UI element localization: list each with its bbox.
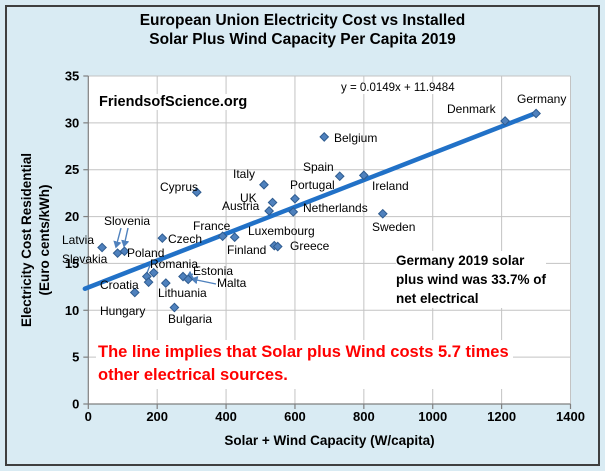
data-point-malta [183,274,194,285]
x-tick-label: 1000 [418,409,447,424]
slovenia-leader-1 [113,227,122,249]
trendline-equation: y = 0.0149x + 11.9484 [341,82,455,94]
data-point-romania [148,267,159,278]
country-label-denmark: Denmark [447,102,497,116]
trendline [82,110,539,291]
y-axis-title-line2: (Euro cents/kWh) [37,184,52,296]
malta-leader [190,276,217,285]
data-point-denmark [500,116,510,126]
country-label-ireland: Ireland [372,179,409,193]
y-tick-label: 10 [65,303,79,318]
y-tick-label: 20 [65,209,79,224]
data-point-estonia [178,271,188,282]
y-tick-label: 25 [65,162,79,177]
data-point-lithuania [160,278,171,289]
data-point-hungary [129,287,140,298]
data-point-uk [267,197,278,208]
germany-annotation-line2: plus wind was 33.7% of [396,272,547,287]
country-label-belgium: Belgium [334,131,377,145]
x-tick-label: 1200 [487,409,516,424]
watermark-text: FriendsofScience.org [99,94,248,110]
country-label-portugal: Portugal [290,178,335,192]
data-point-greece [272,241,283,252]
country-label-poland: Poland [127,246,164,260]
country-label-greece: Greece [290,239,330,253]
country-label-austria: Austria [222,199,260,213]
y-tick-label: 5 [72,350,79,365]
y-axis-title-line1: Electricity Cost Residential [19,152,34,328]
country-label-slovakia: Slovakia [62,252,108,266]
red-annotation: The line implies that Solar plus Wind co… [96,340,513,389]
data-point-italy [259,179,269,190]
red-annotation-line2: other electrical sources. [98,366,288,384]
country-label-czech: Czech [168,232,202,246]
data-point-germany [531,108,541,119]
x-tick-label: 200 [146,409,168,424]
country-label-hungary: Hungary [100,304,145,318]
country-label-italy: Italy [233,167,255,181]
y-tick-label: 0 [72,397,79,412]
data-point-belgium [319,132,330,142]
country-label-estonia: Estonia [193,264,233,278]
country-label-france: France [193,219,231,233]
data-point-slovenia [119,246,130,257]
data-point-sweden [377,208,388,219]
y-tick-label: 35 [65,69,79,84]
data-point-luxembourg [229,232,240,243]
data-point-spain [334,171,345,182]
x-tick-label: 800 [353,409,375,424]
country-label-romania: Romania [150,257,198,271]
country-label-cyprus: Cyprus [160,180,198,194]
data-point-ireland [358,170,369,181]
x-tick-label: 0 [85,409,92,424]
country-label-netherlands: Netherlands [303,201,368,215]
country-label-luxembourg: Luxembourg [248,224,315,238]
data-point-cyprus [191,187,202,198]
data-point-bulgaria [169,302,180,313]
chart-title-line2: Solar Plus Wind Capacity Per Capita 2019 [149,31,456,48]
slovenia-leader-2 [121,227,130,248]
red-annotation-line1: The line implies that Solar plus Wind co… [98,343,509,361]
country-label-latvia: Latvia [62,233,94,247]
country-label-sweden: Sweden [372,220,415,234]
country-label-malta: Malta [217,276,247,290]
germany-annotation-line1: Germany 2019 solar [396,253,525,268]
country-label-finland: Finland [227,243,266,257]
country-label-spain: Spain [303,160,334,174]
germany-annotation: Germany 2019 solar plus wind was 33.7% o… [396,251,547,308]
data-point-croatia [143,277,154,288]
country-label-uk: UK [240,191,257,205]
x-axis-title: Solar + Wind Capacity (W/capita) [224,433,435,448]
data-point-austria [264,206,275,216]
chart-title: European Union Electricity Cost vs Insta… [0,11,605,49]
x-tick-label: 400 [215,409,237,424]
data-point-france [217,231,228,242]
country-label-germany: Germany [517,92,566,106]
x-tick-label: 600 [284,409,306,424]
data-point-latvia [97,242,107,253]
y-axis-title: Electricity Cost Residential (Euro cents… [18,140,54,340]
country-label-slovenia: Slovenia [104,214,150,228]
y-tick-label: 30 [65,115,79,130]
y-tick-label: 15 [65,256,79,271]
data-point-portugal [290,193,300,204]
poland-leader [146,259,153,274]
country-label-lithuania: Lithuania [158,286,207,300]
data-point-netherlands [288,206,299,217]
country-label-bulgaria: Bulgaria [168,312,212,326]
chart-title-line1: European Union Electricity Cost vs Insta… [139,12,466,29]
germany-annotation-line3: net electrical [396,291,479,306]
data-point-czech [157,233,168,244]
country-label-croatia: Croatia [100,278,139,292]
x-tick-label: 1400 [556,409,585,424]
